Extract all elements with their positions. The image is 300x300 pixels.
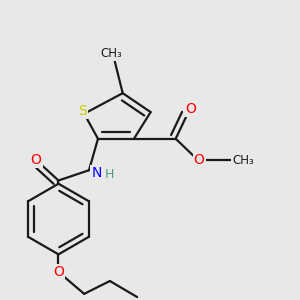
Text: CH₃: CH₃ [232, 154, 254, 167]
Text: O: O [31, 153, 41, 166]
Text: S: S [78, 104, 87, 118]
Text: O: O [186, 102, 196, 116]
Text: O: O [194, 153, 205, 167]
Text: O: O [53, 265, 64, 279]
Text: N: N [91, 166, 102, 180]
Text: H: H [104, 168, 114, 181]
Text: CH₃: CH₃ [100, 47, 122, 61]
